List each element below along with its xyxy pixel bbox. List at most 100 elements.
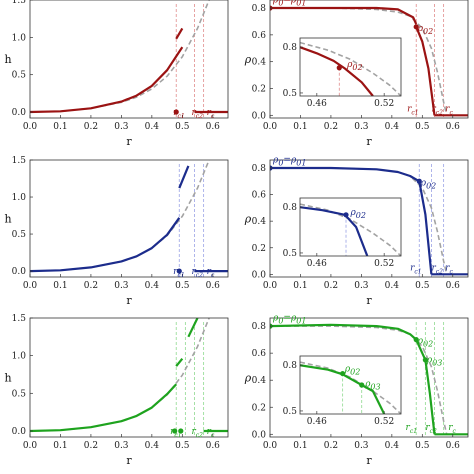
plot-frame [29,159,229,278]
y-tick-label: 0.4 [252,217,267,227]
x-tick-label: 0.2 [84,122,98,132]
x-tick-label: 0.5 [175,281,190,291]
x-tick-label: 0.0 [263,281,278,291]
solution-segment-1 [30,383,178,433]
x-tick-label: 0.2 [324,441,338,451]
x-tick-label: 0.4 [385,281,400,291]
inset-x-tick-label: 0.52 [374,99,394,109]
annotation-6-sub: c [453,428,457,435]
inset-annotation-1-main: ρ [346,60,353,70]
annotation-2-main: r [191,267,196,277]
x-tick-label: 0.3 [114,281,129,291]
x-tick-label: 0.6 [446,441,461,451]
x-tick-label: 0.2 [324,281,338,291]
inset-frame [299,197,402,257]
annotation-1-main: ρ [272,0,279,6]
inset-annotation-1-main: ρ [350,208,357,218]
dashed-reference-curve [30,0,210,113]
annotation-5-main: r [425,423,430,433]
solution-segment-1 [270,323,417,341]
x-tick-label: 0.0 [263,441,278,451]
solution-segment-3 [187,318,199,338]
y-tick-label: 1.5 [12,0,27,6]
inset-x-tick-label: 0.52 [374,417,394,427]
inset-x-tick-label: 0.46 [307,99,327,109]
annotation-4-main: r [431,263,436,273]
solution-segment-1 [270,166,420,183]
annotation-2-main: r [191,108,196,118]
marker-3 [422,357,428,363]
marker-2 [413,24,419,30]
inset-annotation-1-main: ρ [344,364,351,374]
inset-x-tick-label: 0.46 [307,417,327,427]
inset-plot: 0.46 0.52 0.5 0.8 ρ02 [283,197,402,269]
annotation-5-sub: c [449,268,453,275]
y-tick-label: 1.5 [12,156,27,166]
annotation-2-sub: c2 [196,272,203,279]
x-tick-label: 0.5 [415,122,430,132]
annotation-3: rc [207,108,215,120]
y-tick-label: 0.6 [252,191,267,201]
annotation-1-tail: =ρ [283,156,297,166]
annotation-2: ρ02 [417,337,433,349]
annotation-3-main: r [410,263,415,273]
annotation-3-sub: c1 [414,268,421,275]
inset-y-tick-label: 0.5 [283,249,298,259]
y-tick-label: 1.0 [12,33,27,43]
annotation-3-sub: 03 [432,359,442,368]
annotation-1-sub: c1 [177,272,184,279]
y-tick-label: 0.8 [252,164,267,174]
annotation-1-main: ρ [272,314,279,324]
inset-annotation-2-main: ρ [364,380,371,390]
y-tick-label: 0.2 [252,85,266,95]
inset-x-tick-label: 0.52 [374,259,394,269]
x-tick-label: 0.6 [206,441,221,451]
y-tick-label: 0.2 [252,244,266,254]
series-group [30,318,228,434]
y-tick-label: 0.2 [252,403,266,413]
annotation-3: rc1 [407,104,419,116]
x-tick-label: 0.3 [354,122,369,132]
inset-x-tick-label: 0.46 [307,259,327,269]
marker-1 [172,428,178,434]
annotation-5-sub: c2 [430,428,437,435]
annotation-4: rc2 [431,263,443,275]
y-axis-label: ρ [244,213,252,226]
annotation-2-sub: 02 [423,27,433,36]
annotation-1-sub: c1 [177,113,184,120]
annotation-3-sub: c [211,113,215,120]
y-tick-label: 0.4 [252,58,267,68]
y-tick-label: 0.8 [252,4,267,14]
y-tick-label: 0.0 [252,430,267,440]
x-tick-label: 0.6 [446,281,461,291]
annotation-5: rc [445,104,453,116]
annotation-2: ρ02 [420,178,436,190]
x-tick-label: 0.6 [446,122,461,132]
y-tick-label: 0.5 [12,389,27,399]
x-tick-label: 0.5 [415,441,430,451]
y-axis-label: h [4,53,11,66]
annotation-1: ρ0=ρ01 [272,0,306,8]
annotation-4-sub: c1 [410,428,417,435]
annotation-3-sub: c1 [411,109,418,116]
solution-segment-1 [30,46,184,114]
annotation-2-sub: 02 [423,340,433,349]
annotation-5-main: r [445,104,450,114]
plot-frame [29,0,229,119]
annotation-5-main: r [445,263,450,273]
annotation-3-main: ρ [426,356,433,366]
annotation-4-sub: c2 [436,268,443,275]
annotation-3-main: r [207,108,212,118]
inset-annotation-1-sub: 02 [350,367,360,376]
annotation-2-main: ρ [417,24,424,34]
annotation-2-main: ρ [417,337,424,347]
x-tick-label: 0.5 [415,281,430,291]
inset-background [300,356,401,414]
marker-1 [336,65,342,71]
solution-segment-1 [270,6,418,25]
solution-segment-1 [300,364,386,414]
panel-rho-red: 0.0 0.1 0.2 0.3 0.4 0.5 0.60.00.20.40.60.8rρρ0… [244,0,469,148]
annotation-3-sub: c [211,272,215,279]
